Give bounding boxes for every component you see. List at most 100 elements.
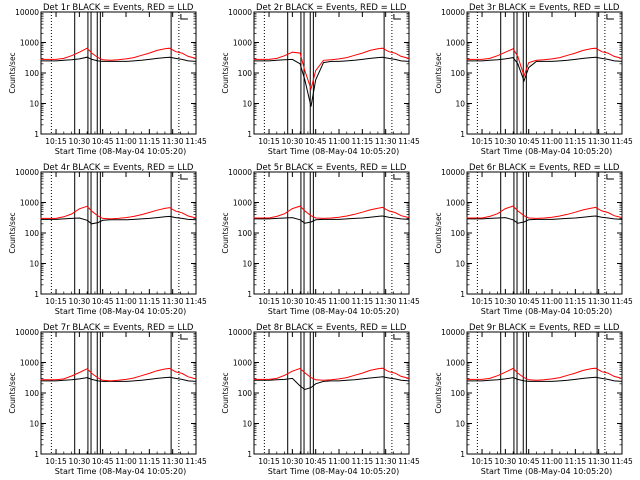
x-axis-label: Start Time (08-May-04 10:05:20)	[268, 307, 399, 316]
x-axis-label: Start Time (08-May-04 10:05:20)	[481, 307, 612, 316]
x-tick-label: 11:00	[328, 457, 350, 466]
x-tick-label: 11:45	[185, 297, 207, 306]
events-series-line	[466, 215, 623, 224]
detector-panel: Det 3r BLACK = Events, RED = LLD 1 10 100 10…	[434, 3, 633, 156]
marker-bracket	[180, 14, 188, 20]
lld-series-line	[40, 205, 197, 220]
events-series-line	[40, 215, 197, 225]
y-tick-label: 100	[238, 229, 253, 238]
y-tick-label: 100	[238, 69, 253, 78]
lld-series-line	[466, 367, 623, 381]
x-tick-label: 10:15	[45, 137, 67, 146]
x-tick-label: 10:15	[45, 297, 67, 306]
y-tick-label: 1000	[446, 39, 465, 48]
x-tick-label: 11:15	[352, 297, 374, 306]
x-tick-label: 11:30	[162, 297, 184, 306]
y-tick-label: 10	[455, 420, 465, 429]
events-series-line	[40, 56, 197, 62]
events-series-line	[253, 56, 410, 107]
x-tick-label: 10:45	[305, 137, 327, 146]
panel-title: Det 1r BLACK = Events, RED = LLD	[43, 3, 194, 13]
x-tick-label: 11:15	[565, 137, 587, 146]
x-tick-label: 11:15	[139, 297, 161, 306]
plot-frame	[40, 331, 197, 455]
y-tick-label: 10000	[441, 328, 465, 337]
x-tick-label: 11:00	[115, 297, 137, 306]
y-tick-label: 1000	[20, 359, 39, 368]
x-tick-label: 11:15	[352, 457, 374, 466]
x-tick-label: 11:00	[541, 457, 563, 466]
y-tick-label: 1000	[20, 39, 39, 48]
y-tick-label: 10	[242, 100, 252, 109]
x-tick-label: 11:45	[398, 137, 420, 146]
x-tick-label: 10:30	[69, 297, 91, 306]
events-series-line	[466, 376, 623, 382]
y-tick-label: 1000	[233, 359, 252, 368]
panel-title: Det 2r BLACK = Events, RED = LLD	[256, 3, 407, 13]
y-tick-label: 1000	[233, 39, 252, 48]
events-series-line	[253, 215, 410, 224]
y-tick-label: 10000	[441, 168, 465, 177]
events-series-line	[466, 56, 623, 83]
events-series-line	[40, 376, 197, 382]
marker-bracket	[606, 334, 614, 340]
panel-title: Det 5r BLACK = Events, RED = LLD	[256, 163, 407, 173]
x-tick-label: 11:30	[162, 137, 184, 146]
y-tick-label: 10000	[228, 8, 252, 17]
x-tick-label: 10:30	[282, 137, 304, 146]
x-tick-label: 11:30	[588, 297, 610, 306]
x-tick-label: 10:45	[305, 457, 327, 466]
plot-frame	[466, 11, 623, 135]
lld-series-line	[253, 367, 410, 381]
x-axis-label: Start Time (08-May-04 10:05:20)	[481, 467, 612, 476]
x-tick-label: 11:45	[398, 457, 420, 466]
marker-bracket	[606, 174, 614, 180]
y-tick-label: 1000	[20, 199, 39, 208]
plot-frame	[40, 171, 197, 295]
y-axis-label: Counts/sec	[434, 212, 443, 253]
x-tick-label: 11:30	[375, 457, 397, 466]
y-tick-label: 1	[247, 450, 252, 459]
x-tick-label: 11:30	[588, 137, 610, 146]
y-tick-label: 100	[25, 69, 40, 78]
y-axis-label: Counts/sec	[434, 52, 443, 93]
panel-title: Det 7r BLACK = Events, RED = LLD	[43, 323, 194, 333]
x-tick-label: 10:30	[69, 457, 91, 466]
panel-title: Det 9r BLACK = Events, RED = LLD	[469, 323, 620, 333]
y-tick-label: 1	[247, 130, 252, 139]
y-tick-label: 1	[460, 450, 465, 459]
x-tick-label: 10:30	[495, 457, 517, 466]
detector-panel: Det 4r BLACK = Events, RED = LLD 1 10 100 10…	[8, 163, 207, 316]
x-tick-label: 10:45	[305, 297, 327, 306]
detector-panel: Det 8r BLACK = Events, RED = LLD 1 10 100 10…	[221, 323, 420, 476]
marker-bracket	[393, 14, 401, 20]
x-tick-label: 11:30	[375, 297, 397, 306]
y-tick-label: 1000	[446, 359, 465, 368]
y-tick-label: 1000	[446, 199, 465, 208]
y-tick-label: 100	[451, 229, 466, 238]
x-tick-label: 10:45	[92, 457, 114, 466]
y-tick-label: 10	[242, 260, 252, 269]
y-tick-label: 10	[242, 420, 252, 429]
x-axis-label: Start Time (08-May-04 10:05:20)	[55, 147, 186, 156]
y-tick-label: 10	[455, 260, 465, 269]
x-tick-label: 10:30	[69, 137, 91, 146]
x-tick-label: 11:15	[352, 137, 374, 146]
x-tick-label: 10:15	[471, 137, 493, 146]
detector-panel: Det 9r BLACK = Events, RED = LLD 1 10 100 10…	[434, 323, 633, 476]
x-tick-label: 10:15	[258, 457, 280, 466]
x-tick-label: 11:30	[162, 457, 184, 466]
detector-panel: Det 7r BLACK = Events, RED = LLD 1 10 100 10…	[8, 323, 207, 476]
y-tick-label: 100	[451, 389, 466, 398]
y-tick-label: 100	[451, 69, 466, 78]
y-tick-label: 10000	[15, 328, 39, 337]
y-axis-label: Counts/sec	[8, 372, 17, 413]
y-tick-label: 1	[460, 130, 465, 139]
x-tick-label: 10:15	[471, 457, 493, 466]
x-tick-label: 11:45	[611, 457, 633, 466]
y-tick-label: 10000	[228, 168, 252, 177]
marker-bracket	[180, 334, 188, 340]
y-tick-label: 10	[455, 100, 465, 109]
x-tick-label: 11:45	[398, 297, 420, 306]
y-axis-label: Counts/sec	[221, 52, 230, 93]
